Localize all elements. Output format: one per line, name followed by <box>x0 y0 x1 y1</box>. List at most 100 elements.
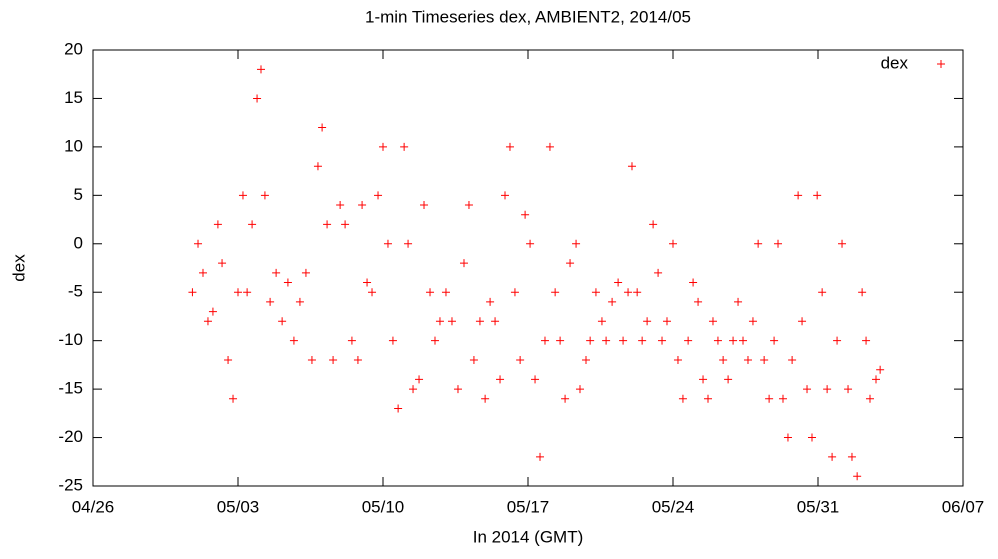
data-point <box>783 433 792 442</box>
data-point <box>203 317 212 326</box>
data-point <box>556 336 565 345</box>
data-point <box>633 288 642 297</box>
data-point <box>770 336 779 345</box>
x-tick-label: 04/26 <box>72 497 115 516</box>
data-point <box>496 375 505 384</box>
y-tick-label: 15 <box>64 88 83 107</box>
data-point <box>383 239 392 248</box>
data-point <box>469 356 478 365</box>
data-point <box>658 336 667 345</box>
data-point <box>536 452 545 461</box>
data-point <box>847 452 856 461</box>
data-point <box>654 268 663 277</box>
data-point <box>724 375 733 384</box>
y-tick-label: -20 <box>58 427 83 446</box>
data-point <box>486 297 495 306</box>
data-point <box>774 239 783 248</box>
data-point <box>729 336 738 345</box>
data-point <box>872 375 880 384</box>
data-point <box>358 201 367 210</box>
data-point <box>198 268 207 277</box>
data-point <box>526 239 535 248</box>
data-point <box>278 317 287 326</box>
y-axis-label: dex <box>9 254 28 282</box>
x-tick-label: 05/03 <box>217 497 260 516</box>
data-point <box>531 375 540 384</box>
data-point <box>862 336 871 345</box>
data-point <box>798 317 807 326</box>
chart-title: 1-min Timeseries dex, AMBIENT2, 2014/05 <box>365 7 691 26</box>
data-point <box>521 210 530 219</box>
data-point <box>491 317 500 326</box>
data-point <box>743 356 752 365</box>
data-point <box>582 356 590 365</box>
data-point <box>510 288 519 297</box>
data-point <box>689 278 698 287</box>
data-point <box>813 191 822 200</box>
data-point <box>301 268 310 277</box>
data-point <box>566 259 575 268</box>
data-point <box>624 288 633 297</box>
data-point <box>719 356 728 365</box>
data-point <box>619 336 628 345</box>
data-point <box>329 356 338 365</box>
data-point <box>208 307 217 316</box>
data-point <box>734 297 743 306</box>
data-point <box>272 268 281 277</box>
data-point <box>459 259 468 268</box>
data-point <box>673 356 682 365</box>
data-point <box>313 162 322 171</box>
data-point <box>266 297 275 306</box>
data-point <box>748 317 757 326</box>
data-point <box>597 317 606 326</box>
data-point <box>341 220 350 229</box>
data-point <box>481 394 490 403</box>
data-point <box>858 288 867 297</box>
y-tick-label: -15 <box>58 379 83 398</box>
data-point <box>602 336 611 345</box>
data-point <box>253 94 262 103</box>
y-tick-label: 10 <box>64 136 83 155</box>
data-point <box>575 385 584 394</box>
data-point <box>234 288 242 297</box>
data-point <box>400 142 409 151</box>
data-point <box>823 385 832 394</box>
data-point <box>238 191 247 200</box>
data-point <box>295 297 304 306</box>
data-point <box>368 288 377 297</box>
data-point <box>447 317 456 326</box>
data-point <box>591 288 600 297</box>
data-point <box>409 385 418 394</box>
data-point <box>464 201 473 210</box>
x-axis-label: In 2014 (GMT) <box>473 527 584 546</box>
x-tick-label: 05/10 <box>362 497 405 516</box>
data-point <box>865 394 874 403</box>
data-point <box>669 239 677 248</box>
data-point <box>708 317 717 326</box>
data-point <box>765 394 774 403</box>
data-point <box>678 394 687 403</box>
data-point <box>754 239 763 248</box>
x-tick-label: 05/31 <box>797 497 840 516</box>
data-point <box>586 336 595 345</box>
data-point <box>713 336 722 345</box>
data-point <box>807 433 816 442</box>
y-tick-label: -10 <box>58 330 83 349</box>
data-point <box>551 288 560 297</box>
data-point <box>426 288 435 297</box>
plot-frame <box>92 49 964 487</box>
data-point <box>828 452 837 461</box>
data-point <box>833 336 842 345</box>
data-point <box>248 220 257 229</box>
data-point <box>229 394 238 403</box>
x-tick-label: 05/17 <box>507 497 550 516</box>
data-point <box>760 356 769 365</box>
data-point <box>374 191 383 200</box>
data-point <box>838 239 847 248</box>
data-point <box>188 288 197 297</box>
y-tick-label: 20 <box>64 39 83 58</box>
data-point <box>627 162 636 171</box>
y-tick-label: 0 <box>74 233 83 252</box>
data-point <box>540 336 549 345</box>
